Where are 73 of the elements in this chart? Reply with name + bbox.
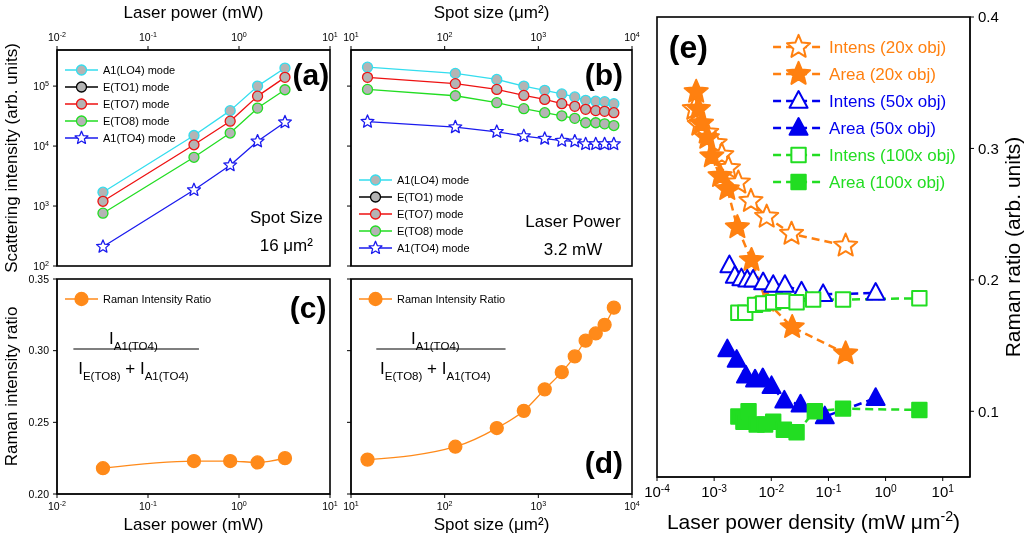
y-tick-label: 10$^{5}$: [33, 79, 50, 92]
legend-label: E(TO7) mode: [103, 97, 170, 110]
legend-label: E(TO7) mode: [397, 207, 464, 220]
annotation: 3.2 mW: [543, 240, 603, 260]
legend-label: Intens (50x obj): [829, 91, 947, 111]
legend-label: A1(LO4) mode: [397, 173, 470, 186]
x-tick-label: 10$^{1}$: [343, 499, 359, 512]
x-tick-label: 10$^{2}$: [436, 31, 453, 43]
x-tick-label: 10$^{2}$: [436, 499, 453, 512]
x-axis-title: Laser power (mW): [123, 515, 264, 534]
annotation: I$_{A1(TO4)}$: [410, 328, 460, 352]
x-axis-title: Laser power density (mW μm$^{-2}$): [666, 508, 961, 533]
x-tick-label: 10$^{4}$: [624, 499, 640, 512]
y-axis-title: Raman ratio (arb. units): [1001, 136, 1024, 358]
y-tick-label: 0.3: [978, 139, 999, 157]
x-tick-label: 10$^{4}$: [624, 31, 640, 43]
y-axis-title: Raman intensity ratio: [2, 306, 21, 467]
annotation: (e): [668, 29, 708, 66]
x-axis-title: Spot size (μm²): [433, 515, 550, 534]
x-tick-label: 10$^{1}$: [931, 482, 955, 501]
annotation: 16 μm²: [259, 235, 314, 255]
x-tick-label: 10$^{3}$: [530, 31, 547, 43]
annotation: (d): [584, 445, 624, 479]
legend-label: Intens (20x obj): [829, 37, 947, 57]
legend-label: Area (50x obj): [829, 118, 936, 138]
y-tick-label: 0.4: [978, 8, 999, 26]
y-tick-label: 10$^{4}$: [33, 139, 50, 152]
x-tick-label: 10$^{0}$: [231, 31, 247, 43]
x-tick-label: 10$^{0}$: [874, 482, 898, 501]
annotation: Laser Power: [525, 212, 622, 232]
y-tick-label: 0.20: [28, 487, 50, 500]
x-tick-label: 10$^{-3}$: [701, 482, 728, 501]
y-tick-label: 10$^{2}$: [33, 259, 50, 272]
y-tick-label: 0.2: [978, 271, 999, 289]
y-tick-label: 0.25: [28, 416, 50, 429]
y-tick-label: 0.30: [28, 344, 50, 357]
y-tick-label: 10$^{3}$: [33, 199, 50, 212]
x-axis-title: Spot size (μm²): [433, 3, 550, 22]
annotation: I$_{E(TO8)}$ + I$_{A1(TO4)}$: [380, 358, 491, 382]
x-tick-label: 10$^{-2}$: [47, 499, 67, 512]
annotation: I$_{A1(TO4)}$: [109, 328, 158, 352]
annotation: Spot Size: [249, 207, 323, 227]
legend-label: A1(LO4) mode: [103, 63, 176, 76]
x-tick-label: 10$^{1}$: [343, 31, 359, 43]
x-axis-title: Laser power (mW): [123, 3, 264, 22]
annotation: (c): [289, 290, 327, 324]
legend-label: E(TO1) mode: [103, 80, 170, 93]
x-tick-label: 10$^{-1}$: [138, 31, 158, 43]
legend-label: E(TO8) mode: [103, 114, 170, 127]
y-tick-label: 0.35: [28, 272, 50, 285]
legend-label: Intens (100x obj): [829, 145, 956, 165]
legend-label: Area (100x obj): [829, 172, 946, 192]
legend-label: A1(TO4) mode: [397, 241, 470, 254]
legend-label: Area (20x obj): [829, 64, 936, 84]
x-tick-label: 10$^{-2}$: [47, 31, 67, 43]
x-tick-label: 10$^{3}$: [530, 499, 547, 512]
x-tick-label: 10$^{-1}$: [815, 482, 842, 501]
legend-label: Raman Intensity Ratio: [103, 292, 212, 305]
y-tick-label: 0.1: [978, 402, 999, 420]
legend-label: Raman Intensity Ratio: [397, 292, 506, 305]
x-tick-label: 10$^{-1}$: [138, 499, 158, 512]
x-tick-label: 10$^{0}$: [231, 499, 247, 512]
legend-label: A1(TO4) mode: [103, 131, 176, 144]
legend-label: E(TO8) mode: [397, 224, 464, 237]
x-tick-label: 10$^{1}$: [322, 31, 338, 43]
x-tick-label: 10$^{-4}$: [644, 482, 671, 501]
x-tick-label: 10$^{1}$: [322, 499, 338, 512]
annotation: (a): [292, 57, 330, 91]
annotation: I$_{E(TO8)}$ + I$_{A1(TO4)}$: [78, 358, 189, 382]
legend-label: E(TO1) mode: [397, 190, 464, 203]
x-tick-label: 10$^{-2}$: [758, 482, 785, 501]
annotation: (b): [584, 57, 624, 91]
y-axis-title: Scattering intensity (arb. units): [2, 43, 21, 273]
